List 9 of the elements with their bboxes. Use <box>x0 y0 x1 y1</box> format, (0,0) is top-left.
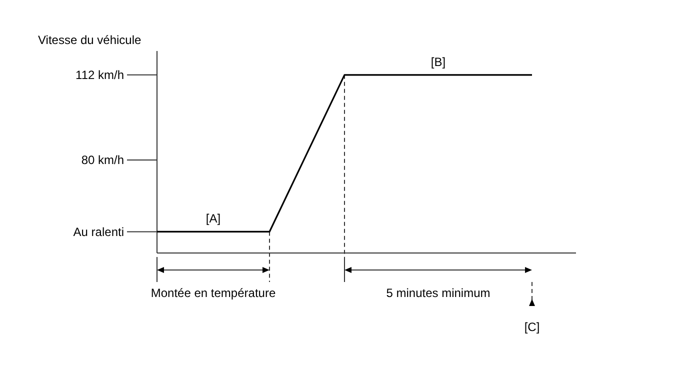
text: [C] <box>524 320 540 334</box>
text: 5 minutes minimum <box>386 286 490 300</box>
annotation: [B] <box>430 54 446 69</box>
text: Montée en température <box>150 286 276 300</box>
y-tick-label: 80 km/h <box>81 153 124 168</box>
y-axis-title: Vitesse du véhicule <box>38 33 142 47</box>
annotation: [A] <box>206 212 221 226</box>
y-tick-label: Au ralenti <box>73 224 124 239</box>
y-tick-label: 112 km/h <box>76 68 124 82</box>
